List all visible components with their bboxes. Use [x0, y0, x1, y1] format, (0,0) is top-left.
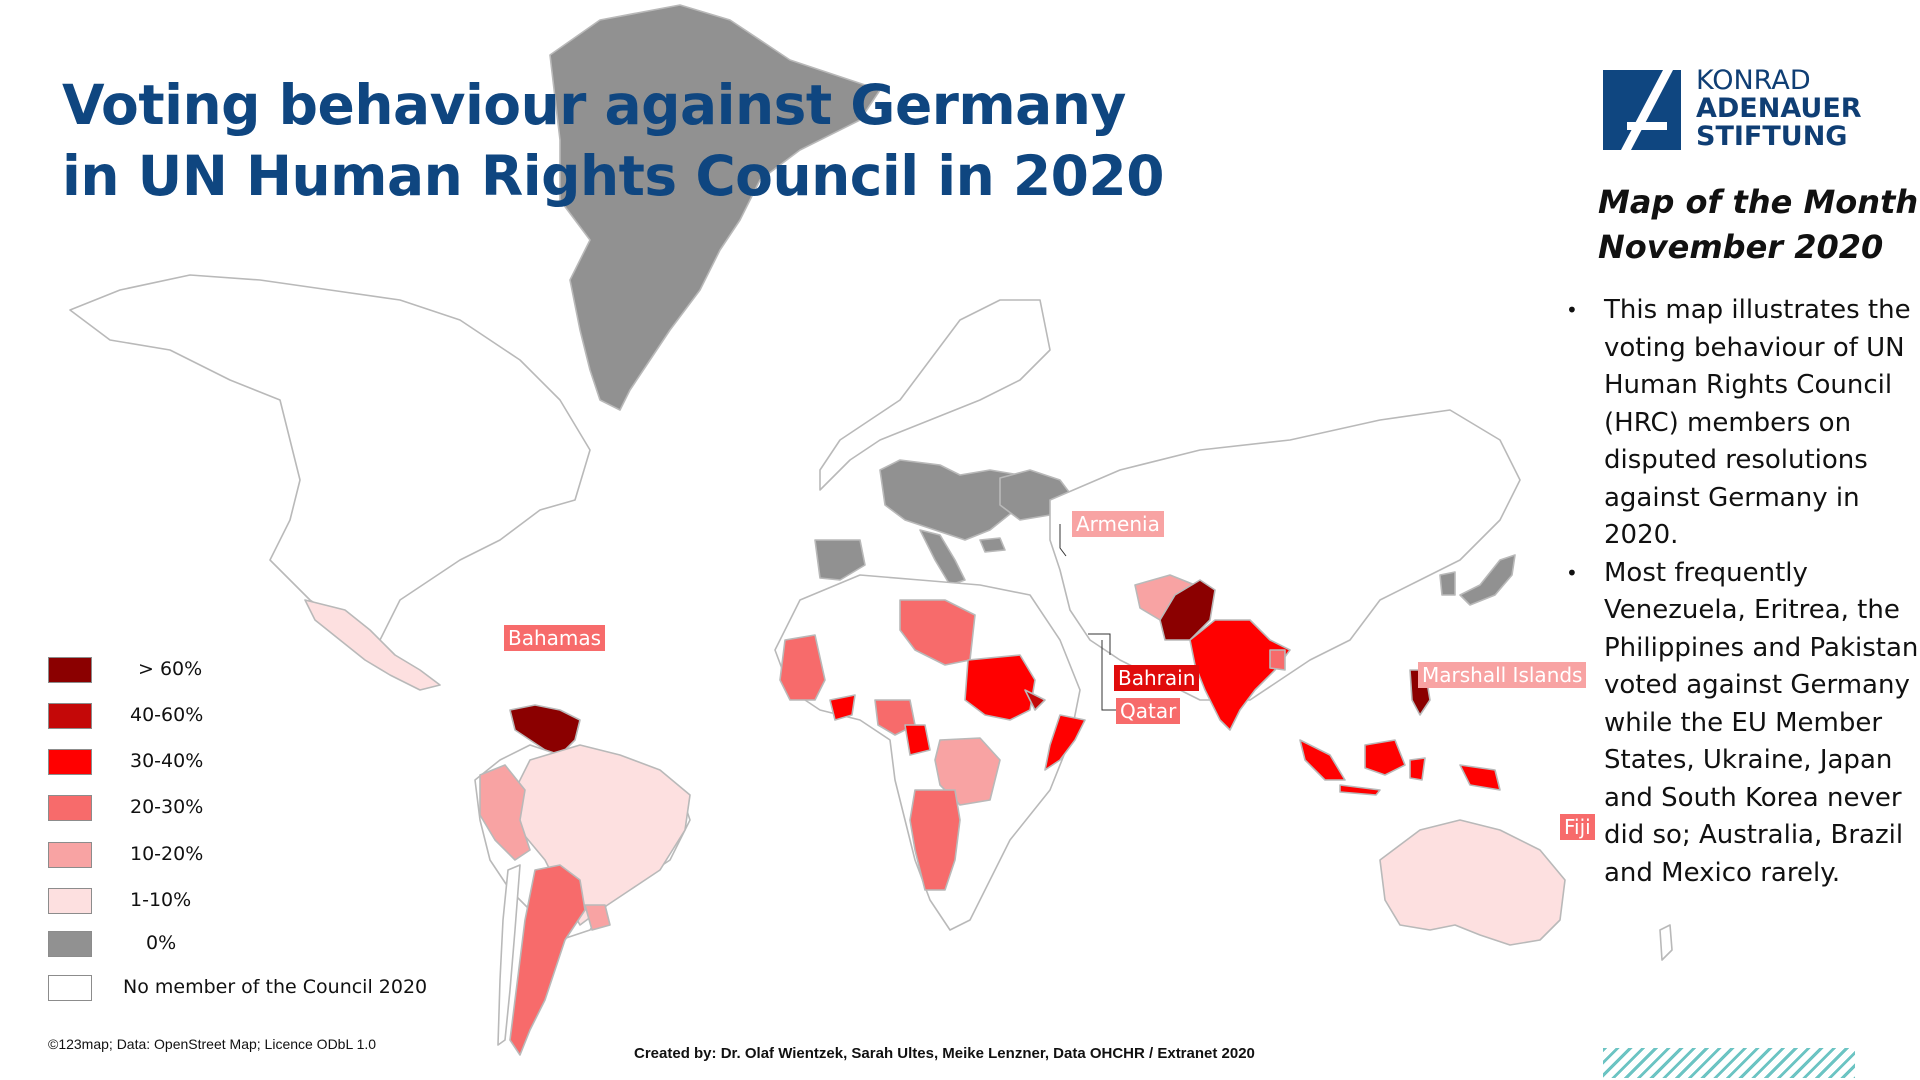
page-title: Voting behaviour against Germany in UN H…: [62, 70, 1164, 212]
legend-swatch: [48, 842, 92, 868]
region-europe: [819, 299, 1051, 491]
kas-logo-text: KONRAD ADENAUER STIFTUNG: [1696, 67, 1862, 151]
country-somalia: [1044, 714, 1086, 771]
country-spain: [814, 539, 866, 581]
country-japan: [1459, 554, 1516, 606]
logo-line-2: ADENAUER: [1696, 93, 1862, 124]
label-qatar: Qatar: [1116, 698, 1181, 724]
legend-label: 20-30%: [130, 796, 204, 818]
country-bangladesh: [1269, 649, 1286, 671]
description-bullets: This map illustrates the voting behaviou…: [1566, 292, 1920, 892]
map-of-the-month: Map of the Month November 2020: [1598, 180, 1918, 270]
legend-label: No member of the Council 2020: [123, 976, 428, 998]
logo-line-1: KONRAD: [1696, 65, 1811, 96]
label-bahamas: Bahamas: [504, 625, 606, 651]
country-eritrea: [1024, 689, 1046, 711]
legend-swatch: [48, 657, 92, 683]
bullet-1: This map illustrates the voting behaviou…: [1566, 292, 1920, 555]
country-libya: [899, 599, 976, 666]
country-congo: [934, 737, 1001, 806]
legend-swatch: [48, 749, 92, 775]
country-new-zealand: [1659, 924, 1673, 961]
country-indonesia: [1299, 739, 1346, 781]
legend-swatch: [48, 931, 92, 957]
title-line-1: Voting behaviour against Germany: [62, 73, 1126, 137]
logo-line-3: STIFTUNG: [1696, 121, 1848, 152]
country-mauritania: [779, 634, 826, 701]
label-fiji: Fiji: [1560, 814, 1595, 840]
motm-line-2: November 2020: [1598, 228, 1884, 266]
country-indonesia-papua: [1459, 764, 1501, 791]
country-peru: [479, 764, 531, 861]
legend-label: 10-20%: [130, 843, 204, 865]
decorative-hatch: [1603, 1048, 1855, 1078]
legend-label: > 60%: [138, 658, 203, 680]
country-indonesia-java: [1339, 784, 1381, 796]
country-togo: [829, 694, 856, 721]
map-credit: ©123map; Data: OpenStreet Map; Licence O…: [48, 1036, 377, 1052]
country-indonesia-borneo: [1364, 739, 1406, 776]
country-pakistan: [1159, 579, 1216, 641]
country-australia: [1379, 819, 1566, 946]
country-argentina: [509, 864, 586, 1056]
country-uruguay: [584, 904, 611, 931]
kas-logo-mark: [1603, 70, 1681, 150]
created-by: Created by: Dr. Olaf Wientzek, Sarah Ult…: [634, 1045, 1255, 1062]
legend-swatch: [48, 975, 92, 1001]
legend-label: 30-40%: [130, 750, 204, 772]
country-italy: [919, 529, 966, 586]
country-cameroon: [904, 724, 931, 756]
legend-label: 40-60%: [130, 704, 204, 726]
legend-swatch: [48, 888, 92, 914]
motm-line-1: Map of the Month: [1598, 183, 1919, 221]
country-bulgaria: [979, 537, 1006, 553]
country-korea: [1439, 571, 1456, 596]
label-armenia: Armenia: [1072, 511, 1164, 537]
label-bahrain: Bahrain: [1114, 665, 1200, 691]
country-greenland: [549, 4, 881, 411]
country-namibia: [909, 789, 961, 891]
legend-swatch: [48, 703, 92, 729]
region-north-america: [69, 274, 591, 651]
legend-label: 1-10%: [130, 889, 192, 911]
country-indonesia-sulawesi: [1409, 757, 1426, 781]
country-india: [1189, 619, 1291, 731]
title-line-2: in UN Human Rights Council in 2020: [62, 144, 1164, 208]
country-sudan: [964, 654, 1036, 721]
label-marshall-islands: Marshall Islands: [1418, 662, 1587, 688]
legend-label: 0%: [146, 932, 177, 954]
country-venezuela: [509, 704, 581, 756]
country-mexico: [304, 599, 441, 691]
country-chile: [497, 864, 521, 1046]
bullet-2: Most frequently Venezuela, Eritrea, the …: [1566, 555, 1920, 893]
legend-swatch: [48, 795, 92, 821]
